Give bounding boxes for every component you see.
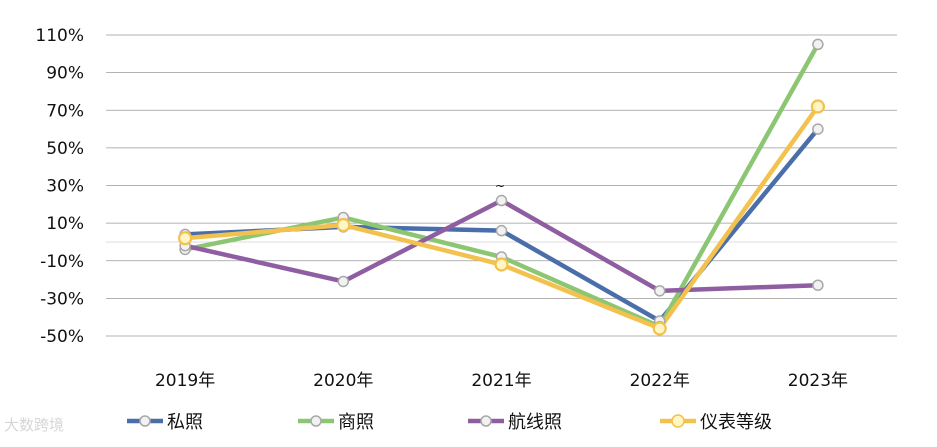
legend-item-0[interactable]: 私照 xyxy=(127,412,203,433)
legend-label: 航线照 xyxy=(508,412,562,433)
x-axis-ticks: 2019年 2020年 2021年 2022年 2023年 xyxy=(155,371,848,391)
y-tick-label: 30% xyxy=(46,177,84,197)
gridlines xyxy=(106,34,897,337)
data-point xyxy=(178,231,193,246)
legend[interactable]: 私照 商照 航线照 仪表等级 xyxy=(127,412,772,433)
legend-item-1[interactable]: 商照 xyxy=(298,412,374,433)
data-point xyxy=(495,224,508,237)
data-point xyxy=(336,217,351,233)
chart-annotation: ~ xyxy=(495,179,505,193)
legend-marker xyxy=(480,415,492,427)
legend-marker xyxy=(310,415,322,427)
data-point xyxy=(652,321,667,336)
x-tick-label: 2022年 xyxy=(630,371,690,391)
y-tick-label: -30% xyxy=(40,289,84,309)
y-tick-label: -50% xyxy=(40,327,84,347)
y-tick-label: 90% xyxy=(46,64,84,84)
y-tick-label: 50% xyxy=(46,139,84,159)
legend-marker xyxy=(671,414,685,428)
y-tick-label: 110% xyxy=(35,26,84,46)
x-tick-label: 2020年 xyxy=(313,371,373,391)
series-lines xyxy=(178,38,826,336)
y-axis-ticks: 110% 90% 70% 50% 30% 10% -10% -30% -50% xyxy=(35,26,84,347)
x-tick-label: 2021年 xyxy=(471,371,531,391)
legend-marker xyxy=(139,415,151,427)
data-point xyxy=(653,285,666,297)
data-point xyxy=(812,38,824,51)
y-tick-label: -10% xyxy=(40,252,84,272)
data-point xyxy=(495,194,508,207)
legend-item-2[interactable]: 航线照 xyxy=(468,412,562,433)
x-tick-label: 2023年 xyxy=(788,371,848,391)
data-point xyxy=(810,99,826,114)
x-tick-label: 2019年 xyxy=(155,371,215,391)
data-point xyxy=(812,123,824,135)
legend-item-3[interactable]: 仪表等级 xyxy=(660,412,772,433)
data-point xyxy=(494,257,509,272)
legend-label: 私照 xyxy=(167,412,203,433)
legend-label: 商照 xyxy=(338,412,374,433)
watermark-text: 大数跨境 xyxy=(4,416,65,434)
data-point xyxy=(337,275,350,288)
y-tick-label: 10% xyxy=(46,214,84,234)
data-point xyxy=(812,279,824,291)
y-tick-label: 70% xyxy=(46,101,84,121)
legend-label: 仪表等级 xyxy=(700,412,772,433)
